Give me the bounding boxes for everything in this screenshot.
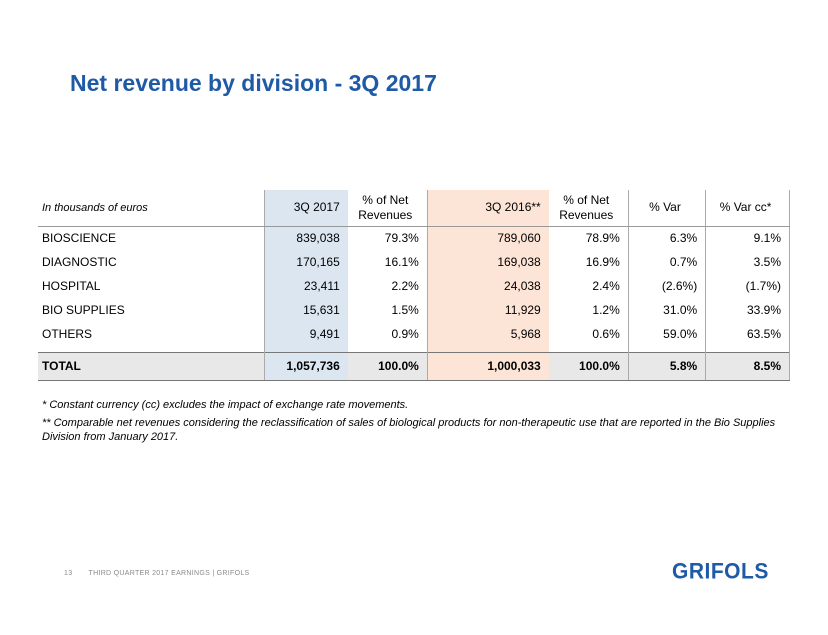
spacer-row [38,346,790,352]
header-pct-2017-line1: % of Net [362,192,409,207]
header-pct-2016-line2: Revenues [559,207,614,222]
total-3q2017: 1,057,736 [263,351,348,381]
revenue-table: In thousands of euros 3Q 2017 % of Net Re… [38,190,790,381]
grifols-logo: GRIFOLS [672,559,769,584]
total-row: TOTAL 1,057,736 100.0% 1,000,033 100.0% … [38,351,790,381]
row-division: OTHERS [42,327,93,341]
header-var-cc: % Var cc* [705,190,790,227]
row-pct-2017: 79.3% [347,226,428,250]
footer-text: THIRD QUARTER 2017 EARNINGS | GRIFOLS [88,570,250,577]
header-3q2017: 3Q 2017 [263,190,348,227]
row-3q2017: 839,038 [263,226,348,250]
total-var: 5.8% [628,351,707,381]
total-var-cc: 8.5% [705,351,790,381]
row-pct-2017: 2.2% [347,274,428,298]
row-3q2016: 24,038 [427,274,549,298]
row-pct-2017: 16.1% [347,250,428,274]
row-3q2016: 5,968 [427,322,549,346]
row-var: 59.0% [628,322,707,346]
header-var: % Var [628,190,707,227]
table-row: OTHERS 9,491 0.9% 5,968 0.6% 59.0% 63.5% [38,322,790,346]
header-3q2016: 3Q 2016** [427,190,549,227]
row-division: BIOSCIENCE [42,231,117,246]
row-3q2016: 789,060 [427,226,549,250]
header-pct-2017-line2: Revenues [358,207,413,222]
row-3q2017: 15,631 [263,298,348,322]
table-row: BIOSCIENCE 839,038 79.3% 789,060 78.9% 6… [38,226,790,250]
page-title: Net revenue by division - 3Q 2017 [70,70,437,96]
row-3q2017: 170,165 [263,250,348,274]
row-var-cc: 63.5% [705,322,790,346]
row-var-cc: (1.7%) [705,274,790,298]
total-3q2016: 1,000,033 [427,351,549,381]
row-division: DIAGNOSTIC [42,255,117,269]
row-division: HOSPITAL [42,279,101,293]
total-pct-2017: 100.0% [347,351,428,381]
row-3q2017: 9,491 [263,322,348,346]
table-row: BIO SUPPLIES 15,631 1.5% 11,929 1.2% 31.… [38,298,790,322]
row-pct-2017: 1.5% [347,298,428,322]
row-var-cc: 9.1% [705,226,790,250]
unit-label: In thousands of euros [38,190,265,227]
row-pct-2016: 1.2% [548,298,629,322]
row-3q2017: 23,411 [263,274,348,298]
page-footer: 13 THIRD QUARTER 2017 EARNINGS | GRIFOLS [64,570,250,577]
row-3q2016: 11,929 [427,298,549,322]
row-var: 6.3% [628,226,707,250]
header-pct-2016: % of Net Revenues [548,190,629,227]
row-var: 31.0% [628,298,707,322]
page-number: 13 [64,570,73,577]
table-header-row: In thousands of euros 3Q 2017 % of Net Re… [38,190,790,227]
header-pct-2016-line1: % of Net [563,192,610,207]
row-pct-2016: 78.9% [548,226,629,250]
row-var-cc: 33.9% [705,298,790,322]
row-3q2016: 169,038 [427,250,549,274]
footnote-constant-currency: * Constant currency (cc) excludes the im… [42,399,409,411]
row-var: 0.7% [628,250,707,274]
row-pct-2016: 2.4% [548,274,629,298]
total-division: TOTAL [38,351,265,381]
header-pct-2017: % of Net Revenues [347,190,428,227]
table-row: HOSPITAL 23,411 2.2% 24,038 2.4% (2.6%) … [38,274,790,298]
row-var-cc: 3.5% [705,250,790,274]
row-var: (2.6%) [628,274,707,298]
row-pct-2017: 0.9% [347,322,428,346]
row-division: BIO SUPPLIES [42,303,125,317]
footnotes: * Constant currency (cc) excludes the im… [42,398,802,448]
row-pct-2016: 16.9% [548,250,629,274]
footnote-comparable-revenues: ** Comparable net revenues considering t… [42,417,776,443]
total-pct-2016: 100.0% [548,351,629,381]
row-pct-2016: 0.6% [548,322,629,346]
table-row: DIAGNOSTIC 170,165 16.1% 169,038 16.9% 0… [38,250,790,274]
